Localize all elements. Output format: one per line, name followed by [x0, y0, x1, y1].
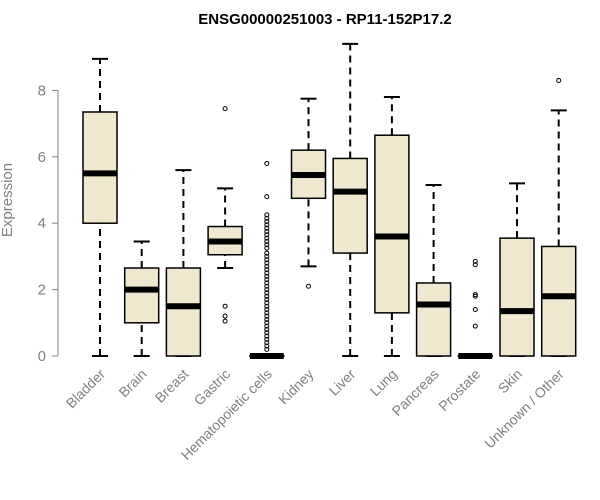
outlier-point [264, 222, 270, 228]
outlier-point [264, 297, 270, 303]
outlier-point [264, 330, 270, 336]
outlier-point [264, 336, 270, 342]
outlier-point [264, 263, 270, 269]
outlier-point [264, 242, 270, 248]
outlier-point [264, 323, 270, 329]
outlier-point [264, 229, 270, 234]
box-series [82, 42, 577, 359]
outlier-point [472, 292, 478, 298]
outlier-point [472, 323, 478, 329]
y-axis-label: Expression [0, 163, 16, 237]
outlier-point [264, 160, 270, 166]
x-tick-label: Breast [152, 366, 192, 406]
outlier-point [264, 333, 270, 339]
outlier-point [222, 313, 228, 319]
box-brain [123, 240, 160, 357]
box-hematopoietic-cells [249, 160, 285, 359]
outlier-point [264, 280, 270, 286]
y-axis: 0 2 4 6 8 [38, 82, 59, 365]
y-tick-label: 6 [38, 149, 46, 166]
box-lung [374, 96, 410, 357]
x-tick-label: Skin [495, 366, 526, 397]
outlier-point [264, 320, 270, 326]
outlier-point [306, 283, 311, 289]
box-bladder [82, 57, 118, 357]
outlier-point [264, 215, 270, 221]
outlier-point [264, 303, 270, 309]
box-prostate [457, 258, 494, 359]
iqr-box [415, 282, 452, 357]
outlier-point [264, 225, 270, 231]
outlier-point [472, 307, 478, 313]
outlier-point [556, 77, 562, 83]
iqr-box [374, 134, 410, 314]
outlier-point [264, 235, 270, 241]
outlier-point [472, 258, 478, 264]
outlier-point [264, 343, 270, 349]
outlier-point [222, 318, 228, 324]
outlier-point [264, 287, 270, 293]
outlier-point [264, 270, 270, 276]
y-tick-label: 2 [38, 282, 46, 299]
x-tick-label: Brain [115, 366, 149, 400]
outlier-point [264, 316, 270, 322]
outlier-point [264, 313, 270, 319]
y-tick-label: 8 [38, 82, 46, 99]
x-tick-label: Bladder [63, 366, 109, 412]
box-kidney [290, 97, 327, 289]
box-liver [332, 42, 368, 357]
outlier-point [264, 250, 270, 256]
outlier-point [264, 238, 270, 244]
outlier-point [264, 194, 270, 200]
outlier-point [264, 257, 270, 263]
outlier-point [264, 310, 270, 316]
outlier-point [264, 273, 270, 279]
outlier-point [264, 253, 270, 259]
outlier-point [264, 300, 270, 306]
outlier-point [264, 245, 270, 251]
x-tick-label: Prostate [435, 366, 483, 414]
x-tick-label: Lung [367, 366, 400, 399]
outlier-point [264, 219, 270, 225]
outlier-point [264, 267, 270, 273]
outlier-point [222, 106, 228, 112]
outlier-point [264, 290, 270, 296]
iqr-box [540, 245, 577, 357]
x-tick-label: Kidney [275, 366, 317, 408]
outlier-point [264, 260, 270, 266]
iqr-box [165, 267, 202, 357]
outlier-point [264, 307, 270, 313]
outlier-point [472, 262, 478, 268]
y-tick-label: 4 [38, 215, 46, 232]
x-tick-label: Liver [326, 366, 359, 399]
outlier-point [264, 293, 270, 299]
outlier-point [264, 340, 270, 346]
outlier-point [472, 293, 478, 299]
iqr-box [123, 267, 160, 324]
outlier-point [222, 303, 228, 309]
outlier-point [264, 277, 270, 283]
iqr-box [499, 237, 535, 357]
outlier-point [264, 232, 270, 238]
outlier-point [264, 283, 270, 289]
iqr-box [332, 157, 368, 254]
iqr-box [82, 111, 118, 224]
chart-title: ENSG00000251003 - RP11-152P17.2 [198, 11, 452, 28]
outlier-point [264, 346, 270, 352]
outlier-point [264, 326, 270, 332]
outlier-point [264, 212, 270, 218]
x-tick-label: Unknown / Other [481, 366, 567, 452]
box-skin [499, 182, 535, 357]
box-breast [165, 169, 202, 357]
box-gastric [207, 106, 243, 324]
y-tick-label: 0 [38, 348, 46, 365]
box-pancreas [415, 184, 452, 357]
box-unknown-other [540, 77, 577, 357]
